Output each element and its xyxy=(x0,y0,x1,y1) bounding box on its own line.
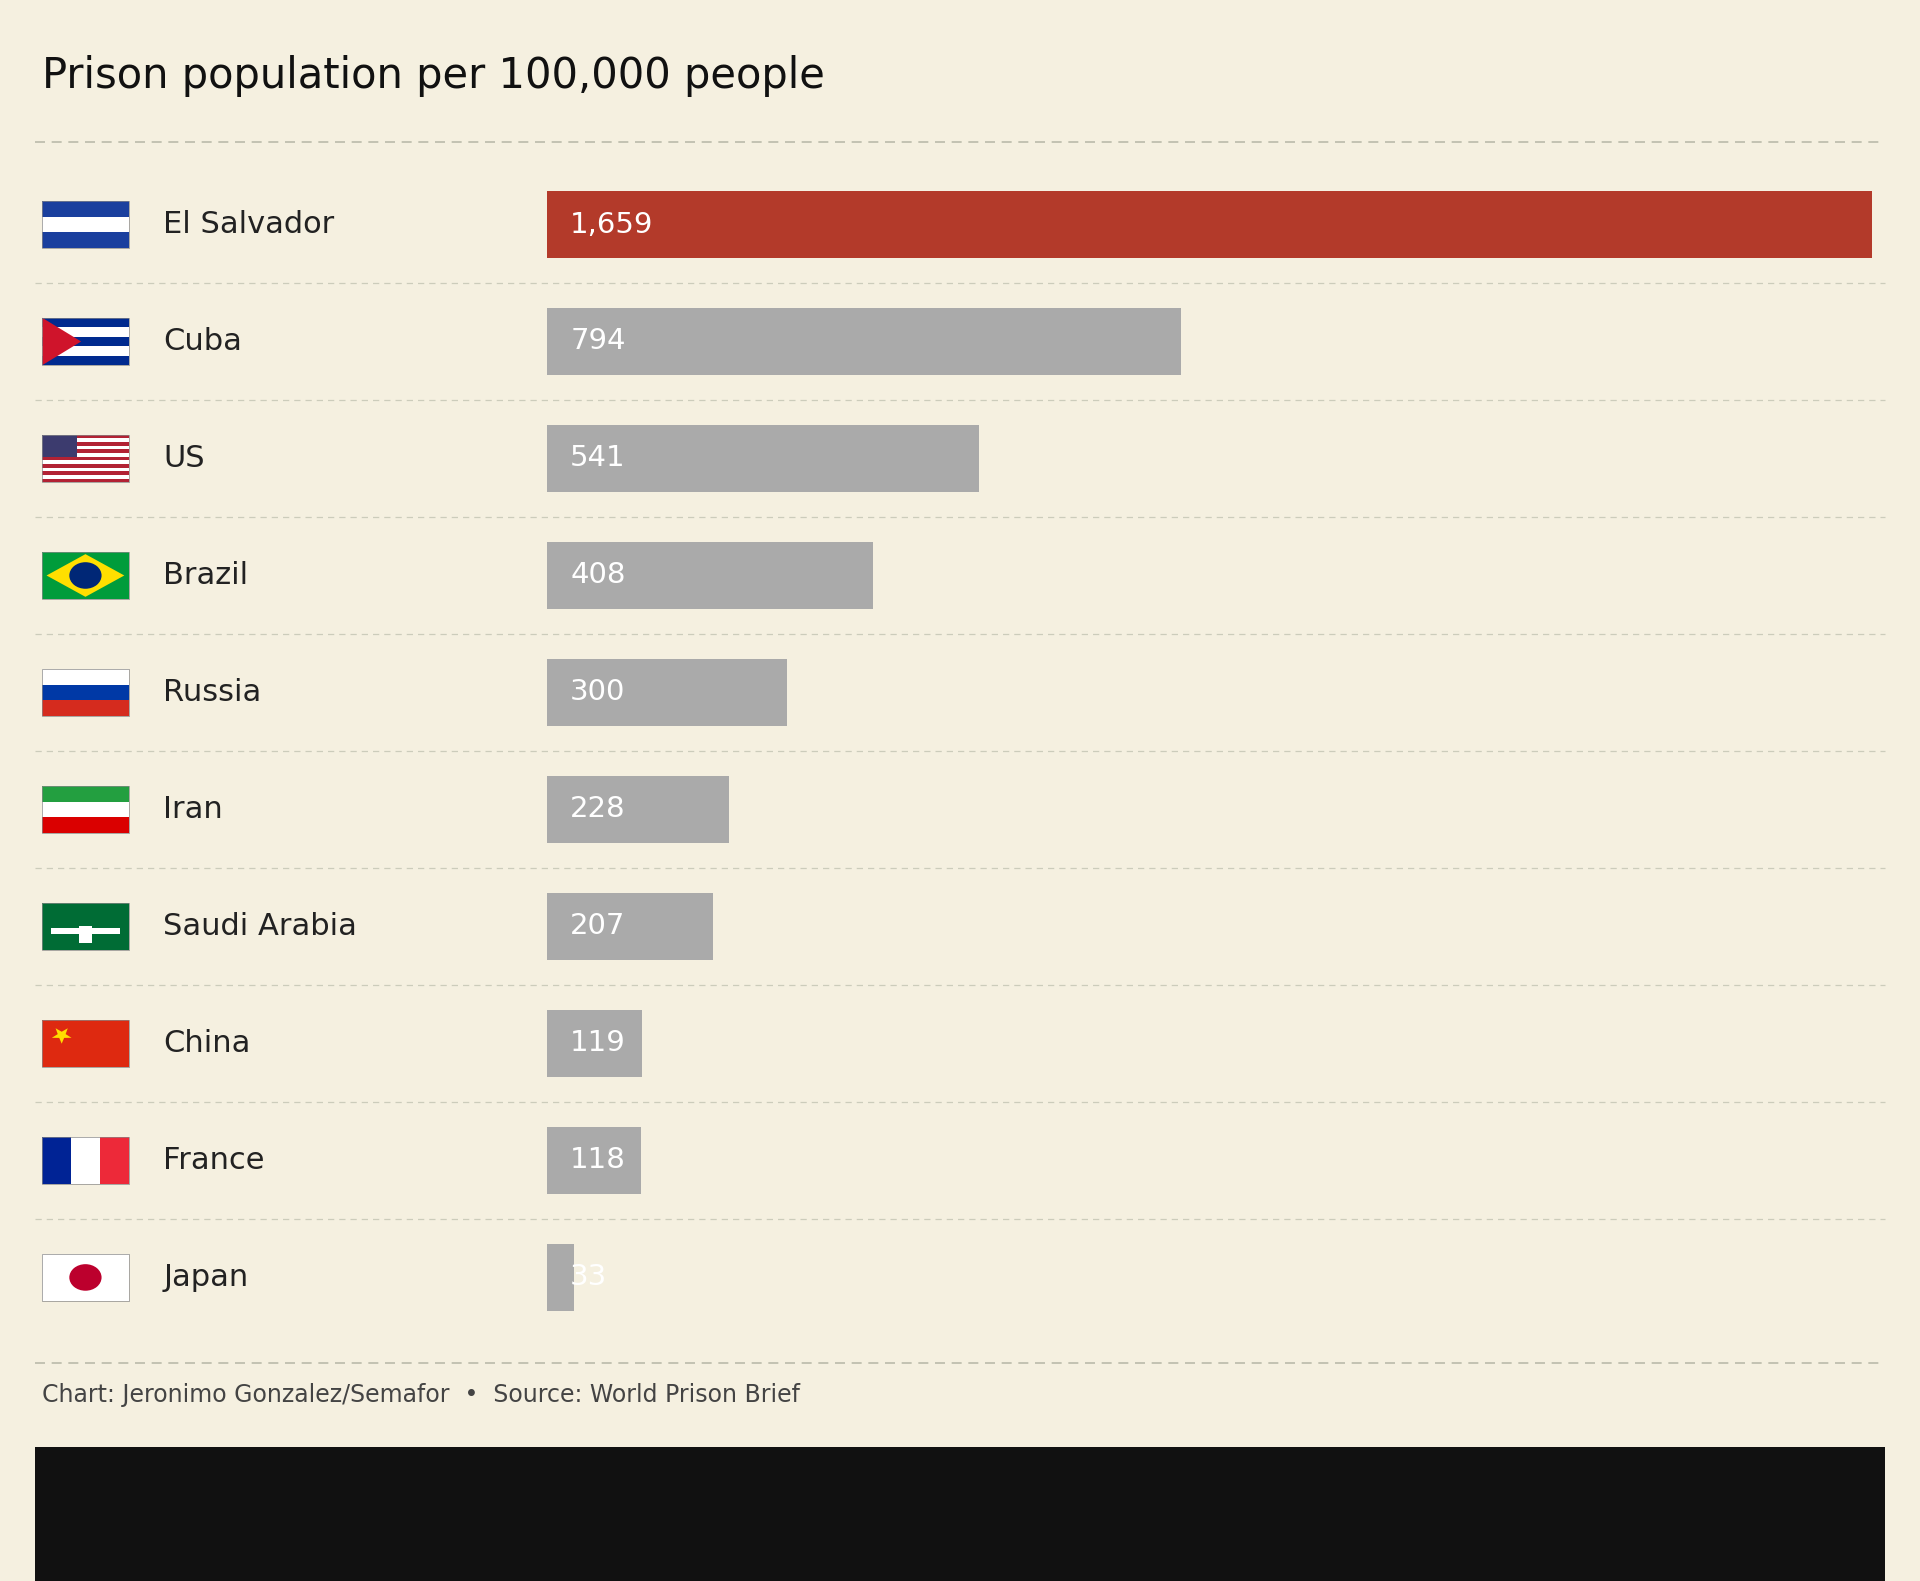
Text: Prison population per 100,000 people: Prison population per 100,000 people xyxy=(42,55,826,98)
Text: 119: 119 xyxy=(570,1029,626,1058)
Text: US: US xyxy=(163,444,205,473)
Bar xyxy=(42,1254,129,1301)
Bar xyxy=(50,928,119,933)
Bar xyxy=(42,903,129,950)
Bar xyxy=(42,468,129,471)
Bar xyxy=(42,552,129,599)
Bar xyxy=(42,438,129,443)
Polygon shape xyxy=(52,1028,71,1043)
Bar xyxy=(42,471,129,474)
Bar xyxy=(42,669,129,685)
Bar xyxy=(42,802,129,817)
Bar xyxy=(42,346,129,356)
Bar xyxy=(42,474,129,479)
Bar xyxy=(42,817,129,833)
Bar xyxy=(79,926,92,942)
Polygon shape xyxy=(42,318,81,365)
Circle shape xyxy=(69,1265,102,1290)
Text: Iran: Iran xyxy=(163,795,223,824)
Bar xyxy=(42,217,129,232)
Bar xyxy=(42,435,77,457)
Bar xyxy=(547,425,979,492)
Bar xyxy=(42,479,129,482)
Bar xyxy=(42,669,129,716)
Bar xyxy=(42,449,129,454)
Bar xyxy=(42,903,129,950)
Bar xyxy=(547,1010,641,1077)
Bar xyxy=(547,542,874,609)
Bar xyxy=(42,786,129,802)
Bar xyxy=(35,1447,1885,1581)
Text: 118: 118 xyxy=(570,1146,626,1175)
Bar xyxy=(547,659,787,726)
Text: France: France xyxy=(163,1146,265,1175)
Bar xyxy=(42,435,129,482)
Text: Cuba: Cuba xyxy=(163,327,242,356)
Bar xyxy=(100,1137,129,1184)
Bar xyxy=(547,1127,641,1194)
Circle shape xyxy=(69,563,102,588)
Bar xyxy=(42,318,129,365)
Bar xyxy=(42,454,129,457)
Bar xyxy=(42,460,129,463)
Bar xyxy=(42,327,129,337)
Text: Saudi Arabia: Saudi Arabia xyxy=(163,912,357,941)
Bar xyxy=(42,318,129,327)
Text: 207: 207 xyxy=(570,912,626,941)
Text: 300: 300 xyxy=(570,678,626,707)
Bar xyxy=(42,552,129,599)
Bar xyxy=(71,1137,100,1184)
Bar xyxy=(42,1137,71,1184)
Text: Brazil: Brazil xyxy=(163,561,248,590)
Bar xyxy=(42,201,129,248)
Text: Russia: Russia xyxy=(163,678,261,707)
Bar xyxy=(42,457,129,460)
Text: SEMAFOR: SEMAFOR xyxy=(73,1491,346,1537)
Text: 228: 228 xyxy=(570,795,626,824)
Text: 33: 33 xyxy=(570,1263,607,1292)
Bar xyxy=(42,443,129,446)
Bar xyxy=(547,191,1872,258)
Text: El Salvador: El Salvador xyxy=(163,210,334,239)
Bar xyxy=(42,1254,129,1301)
Bar xyxy=(42,786,129,833)
Bar xyxy=(42,337,129,346)
Text: China: China xyxy=(163,1029,252,1058)
Bar xyxy=(42,232,129,248)
Text: 408: 408 xyxy=(570,561,626,590)
Bar xyxy=(547,776,730,843)
Bar xyxy=(42,1137,129,1184)
Bar xyxy=(42,356,129,365)
Polygon shape xyxy=(46,553,125,598)
Text: Japan: Japan xyxy=(163,1263,248,1292)
Text: 541: 541 xyxy=(570,444,626,473)
Bar xyxy=(547,893,712,960)
Text: 794: 794 xyxy=(570,327,626,356)
Text: Chart: Jeronimo Gonzalez/Semafor  •  Source: World Prison Brief: Chart: Jeronimo Gonzalez/Semafor • Sourc… xyxy=(42,1383,801,1407)
Bar xyxy=(42,201,129,217)
Bar xyxy=(42,463,129,468)
Text: 1,659: 1,659 xyxy=(570,210,653,239)
Bar xyxy=(42,435,129,438)
Bar xyxy=(547,1244,574,1311)
Bar xyxy=(42,685,129,700)
Bar xyxy=(547,308,1181,375)
Bar xyxy=(42,446,129,449)
Bar xyxy=(42,1020,129,1067)
Bar xyxy=(42,1020,129,1067)
Bar xyxy=(42,700,129,716)
